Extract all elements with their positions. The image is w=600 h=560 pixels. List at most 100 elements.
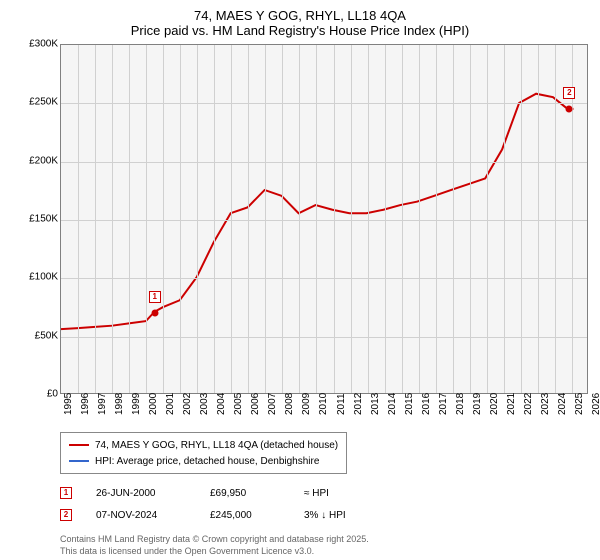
- sales-date: 26-JUN-2000: [96, 488, 186, 499]
- x-tick-label: 2006: [250, 393, 261, 415]
- chart-container: 74, MAES Y GOG, RHYL, LL18 4QA Price pai…: [0, 0, 600, 560]
- y-tick-label: £200K: [20, 155, 58, 166]
- gridline-v: [351, 45, 352, 393]
- sales-marker: 2: [60, 509, 72, 521]
- line-chart-svg: [61, 45, 587, 393]
- sales-hpi: ≈ HPI: [304, 488, 374, 499]
- x-tick-label: 2003: [199, 393, 210, 415]
- x-tick-label: 2010: [318, 393, 329, 415]
- sales-row: 2 07-NOV-2024 £245,000 3% ↓ HPI: [60, 504, 588, 526]
- marker-label: 2: [563, 87, 575, 99]
- plot-area: 12: [60, 44, 588, 394]
- gridline-v: [504, 45, 505, 393]
- legend-row: HPI: Average price, detached house, Denb…: [69, 453, 338, 469]
- x-tick-label: 2002: [182, 393, 193, 415]
- x-tick-label: 2022: [523, 393, 534, 415]
- gridline-h: [61, 278, 587, 279]
- x-tick-label: 2014: [387, 393, 398, 415]
- gridline-v: [231, 45, 232, 393]
- gridline-v: [180, 45, 181, 393]
- x-tick-label: 2015: [404, 393, 415, 415]
- gridline-v: [95, 45, 96, 393]
- y-tick-label: £250K: [20, 97, 58, 108]
- x-tick-label: 2018: [455, 393, 466, 415]
- y-tick-label: £50K: [20, 330, 58, 341]
- x-tick-label: 2011: [336, 393, 347, 415]
- y-tick-label: £0: [20, 389, 58, 400]
- marker-dot: [566, 106, 573, 113]
- gridline-v: [265, 45, 266, 393]
- x-tick-label: 1997: [97, 393, 108, 415]
- attribution-line2: This data is licensed under the Open Gov…: [60, 546, 588, 558]
- marker-dot: [151, 310, 158, 317]
- x-tick-label: 2008: [284, 393, 295, 415]
- gridline-v: [402, 45, 403, 393]
- x-tick-label: 1999: [131, 393, 142, 415]
- y-tick-label: £100K: [20, 272, 58, 283]
- gridline-v: [146, 45, 147, 393]
- gridline-v: [112, 45, 113, 393]
- x-tick-label: 2013: [370, 393, 381, 415]
- x-tick-label: 2019: [472, 393, 483, 415]
- x-tick-label: 2009: [301, 393, 312, 415]
- gridline-v: [214, 45, 215, 393]
- gridline-v: [555, 45, 556, 393]
- x-tick-label: 1995: [63, 393, 74, 415]
- legend: 74, MAES Y GOG, RHYL, LL18 4QA (detached…: [60, 432, 347, 474]
- x-tick-label: 2026: [591, 393, 600, 415]
- gridline-v: [248, 45, 249, 393]
- gridline-v: [538, 45, 539, 393]
- gridline-v: [282, 45, 283, 393]
- legend-swatch: [69, 460, 89, 462]
- gridline-h: [61, 162, 587, 163]
- x-tick-label: 2007: [267, 393, 278, 415]
- x-tick-label: 2021: [506, 393, 517, 415]
- gridline-v: [419, 45, 420, 393]
- gridline-v: [334, 45, 335, 393]
- attribution: Contains HM Land Registry data © Crown c…: [60, 534, 588, 557]
- x-tick-label: 2024: [557, 393, 568, 415]
- sales-marker: 1: [60, 487, 72, 499]
- sales-date: 07-NOV-2024: [96, 510, 186, 521]
- x-tick-label: 2001: [165, 393, 176, 415]
- legend-swatch: [69, 444, 89, 446]
- gridline-v: [368, 45, 369, 393]
- gridline-v: [163, 45, 164, 393]
- legend-label: 74, MAES Y GOG, RHYL, LL18 4QA (detached…: [95, 440, 338, 451]
- x-tick-label: 2005: [233, 393, 244, 415]
- x-tick-label: 2004: [216, 393, 227, 415]
- plot-wrapper: £0£50K£100K£150K£200K£250K£300K 12 19951…: [20, 44, 588, 394]
- x-tick-label: 2025: [574, 393, 585, 415]
- gridline-v: [521, 45, 522, 393]
- attribution-line1: Contains HM Land Registry data © Crown c…: [60, 534, 588, 546]
- legend-label: HPI: Average price, detached house, Denb…: [95, 456, 319, 467]
- y-tick-label: £300K: [20, 39, 58, 50]
- sales-table: 1 26-JUN-2000 £69,950 ≈ HPI 2 07-NOV-2024 £245…: [60, 482, 588, 526]
- y-tick-label: £150K: [20, 214, 58, 225]
- gridline-v: [470, 45, 471, 393]
- gridline-v: [197, 45, 198, 393]
- sales-hpi: 3% ↓ HPI: [304, 510, 374, 521]
- x-tick-label: 2020: [489, 393, 500, 415]
- gridline-v: [436, 45, 437, 393]
- gridline-v: [78, 45, 79, 393]
- gridline-h: [61, 220, 587, 221]
- legend-row: 74, MAES Y GOG, RHYL, LL18 4QA (detached…: [69, 437, 338, 453]
- sales-row: 1 26-JUN-2000 £69,950 ≈ HPI: [60, 482, 588, 504]
- x-tick-label: 1998: [114, 393, 125, 415]
- x-tick-label: 2012: [353, 393, 364, 415]
- x-tick-label: 1996: [80, 393, 91, 415]
- sales-price: £69,950: [210, 488, 280, 499]
- sales-price: £245,000: [210, 510, 280, 521]
- x-tick-label: 2016: [421, 393, 432, 415]
- title-line2: Price paid vs. HM Land Registry's House …: [12, 23, 588, 38]
- marker-label: 1: [149, 291, 161, 303]
- gridline-h: [61, 103, 587, 104]
- x-tick-label: 2017: [438, 393, 449, 415]
- gridline-h: [61, 337, 587, 338]
- x-tick-label: 2023: [540, 393, 551, 415]
- chart-title: 74, MAES Y GOG, RHYL, LL18 4QA Price pai…: [12, 8, 588, 38]
- x-tick-label: 2000: [148, 393, 159, 415]
- gridline-v: [487, 45, 488, 393]
- gridline-v: [316, 45, 317, 393]
